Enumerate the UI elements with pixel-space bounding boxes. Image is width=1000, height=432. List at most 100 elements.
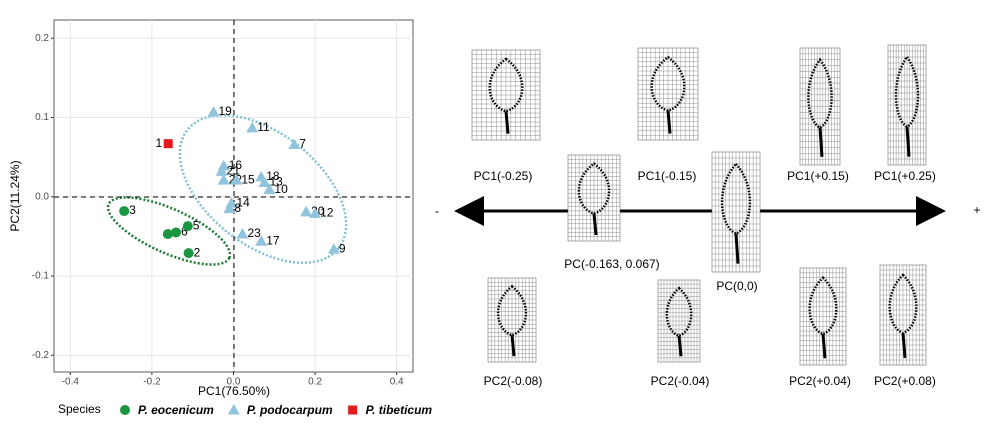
x-tick-label: 0.0 — [227, 377, 241, 388]
panel-label: PC1(+0.25) — [874, 169, 936, 183]
point — [215, 165, 228, 176]
point — [119, 206, 130, 217]
leaf-petiole — [510, 334, 516, 357]
leaf-petiole — [504, 111, 510, 134]
x-tick-label: 0.4 — [390, 377, 404, 388]
point-label: 10 — [274, 182, 288, 196]
point — [246, 121, 259, 133]
leaf-outline — [720, 162, 752, 235]
arrow-minus: - — [435, 204, 439, 218]
panel-label: PC1(-0.25) — [474, 169, 533, 183]
leaf-outline — [807, 57, 833, 129]
point-label: 5 — [193, 218, 200, 232]
legend-label: P. tibeticum — [366, 403, 433, 417]
shape-panel — [471, 49, 541, 141]
point-label: 9 — [339, 241, 346, 255]
point-label: 2 — [194, 245, 201, 259]
point — [255, 235, 268, 246]
points: 3465219117162122151813101482012231791 — [119, 104, 346, 259]
leaf-petiole — [821, 333, 827, 359]
x-tick-label: 0.2 — [308, 377, 322, 388]
legend-label: P. podocarpum — [247, 403, 333, 417]
panel-label: PC(-0.163, 0.067) — [564, 257, 659, 271]
point — [217, 174, 230, 185]
point — [170, 227, 181, 238]
point — [163, 139, 173, 149]
point-label: 13 — [270, 175, 284, 189]
point-label: 21 — [227, 164, 241, 178]
leaf-petiole — [905, 126, 911, 157]
legend-key — [120, 405, 130, 415]
point — [309, 207, 322, 218]
panel-label: PC2(+0.08) — [874, 374, 936, 388]
point — [162, 229, 173, 240]
shape-panel — [799, 47, 841, 166]
point-label: 11 — [257, 120, 270, 134]
shape-panel — [637, 47, 699, 141]
shape-panel — [487, 277, 537, 363]
point-label: 18 — [266, 169, 280, 183]
ellipse-eocenicum — [106, 196, 232, 266]
x-tick-label: -0.2 — [143, 377, 161, 388]
shape-panels: PC1(-0.25) PC1(-0.15) PC1(+0.15) PC1(+0.25)… — [471, 44, 936, 388]
legend-key — [348, 405, 358, 415]
point — [258, 176, 271, 188]
point — [230, 174, 243, 185]
shape-panel — [567, 154, 621, 242]
point — [223, 202, 236, 214]
arrow-plus: + — [973, 203, 980, 217]
point — [263, 183, 276, 195]
y-tick-label: -0.2 — [32, 350, 50, 361]
point — [182, 221, 193, 232]
point — [236, 228, 249, 239]
y-tick-label: 0.0 — [35, 191, 49, 202]
point-label: 12 — [320, 206, 334, 220]
panel-label: PC2(-0.04) — [651, 374, 710, 388]
point — [288, 138, 301, 149]
y-tick-label: -0.1 — [32, 271, 50, 282]
point-label: 6 — [181, 225, 188, 239]
point-label: 19 — [219, 104, 233, 118]
point-label: 23 — [247, 226, 261, 240]
leaf-outline — [894, 54, 920, 128]
point — [207, 105, 220, 117]
panel-label: PC1(+0.15) — [787, 169, 849, 183]
legend: P. eocenicum P. podocarpum P. tibeticum — [120, 403, 432, 417]
point-label: 16 — [229, 158, 243, 172]
leaf-outline — [496, 284, 528, 337]
leaf-outline — [650, 55, 686, 112]
shape-panel — [879, 264, 927, 366]
point — [183, 248, 194, 259]
x-tick-label: -0.4 — [62, 377, 80, 388]
point-label: 7 — [299, 137, 306, 151]
leaf-petiole — [901, 332, 907, 359]
panel-label: PC(0,0) — [716, 279, 757, 293]
shape-panel — [657, 279, 701, 363]
point-label: 3 — [129, 203, 136, 217]
leaf-outline — [488, 57, 524, 113]
shape-panel — [711, 151, 761, 273]
leaf-petiole — [734, 233, 740, 264]
y-tick-label: 0.2 — [35, 33, 49, 44]
point-label: 17 — [266, 233, 280, 247]
point — [327, 243, 340, 254]
y-axis-label: PC2(11.24%) — [8, 160, 22, 231]
point — [300, 205, 313, 217]
leaf-petiole — [677, 335, 683, 357]
legend-title: Species — [58, 402, 101, 416]
shape-panel — [887, 44, 927, 166]
leaf-petiole — [818, 127, 824, 157]
leaf-petiole — [666, 110, 672, 134]
point-label: 14 — [236, 195, 250, 209]
ellipse-podocarpum — [178, 113, 348, 265]
y-tick-label: 0.1 — [35, 112, 49, 123]
panel-label: PC2(-0.08) — [484, 374, 543, 388]
legend-label: P. eocenicum — [138, 403, 214, 417]
x-axis-label: PC1(76.50%) — [198, 384, 270, 398]
legend-key — [227, 404, 240, 415]
point-label: 1 — [156, 136, 163, 150]
point-label: 8 — [234, 201, 241, 215]
leaf-petiole — [592, 213, 598, 236]
